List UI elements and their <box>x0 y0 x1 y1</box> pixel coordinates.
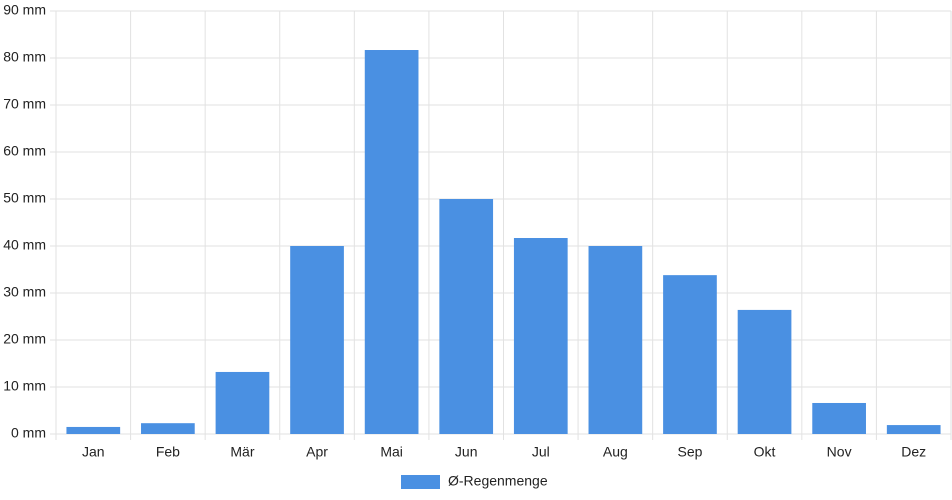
x-tick-label: Feb <box>156 444 180 460</box>
bar <box>588 246 643 434</box>
y-tick-label: 40 mm <box>3 237 46 253</box>
x-tick-label: Jul <box>532 444 550 460</box>
bar <box>290 246 344 434</box>
x-tick-label: Apr <box>306 444 328 460</box>
y-tick-label: 10 mm <box>3 378 46 394</box>
x-tick-label: Sep <box>677 444 702 460</box>
x-tick-label: Okt <box>754 444 776 460</box>
bar <box>513 238 568 434</box>
bar <box>439 199 494 434</box>
y-tick-label: 20 mm <box>3 331 46 347</box>
x-tick-label: Jun <box>455 444 478 460</box>
x-tick-label: Mai <box>380 444 403 460</box>
bar <box>812 402 866 434</box>
x-tick-label: Aug <box>603 444 628 460</box>
x-tick-label: Dez <box>901 444 926 460</box>
legend-swatch <box>401 475 440 489</box>
bar <box>364 50 419 434</box>
y-tick-label: 70 mm <box>3 96 46 112</box>
bar <box>215 371 270 434</box>
bar <box>141 423 195 434</box>
x-tick-label: Jan <box>82 444 105 460</box>
y-tick-label: 0 mm <box>11 425 46 441</box>
x-tick-label: Nov <box>827 444 852 460</box>
bar <box>886 425 941 434</box>
y-tick-label: 60 mm <box>3 143 46 159</box>
y-tick-label: 90 mm <box>3 2 46 18</box>
bar <box>737 309 792 434</box>
y-tick-label: 80 mm <box>3 49 46 65</box>
y-tick-label: 50 mm <box>3 190 46 206</box>
legend-label: Ø-Regenmenge <box>448 473 548 489</box>
bar <box>663 275 717 434</box>
bar <box>66 426 121 434</box>
x-tick-label: Mär <box>230 444 254 460</box>
y-tick-label: 30 mm <box>3 284 46 300</box>
